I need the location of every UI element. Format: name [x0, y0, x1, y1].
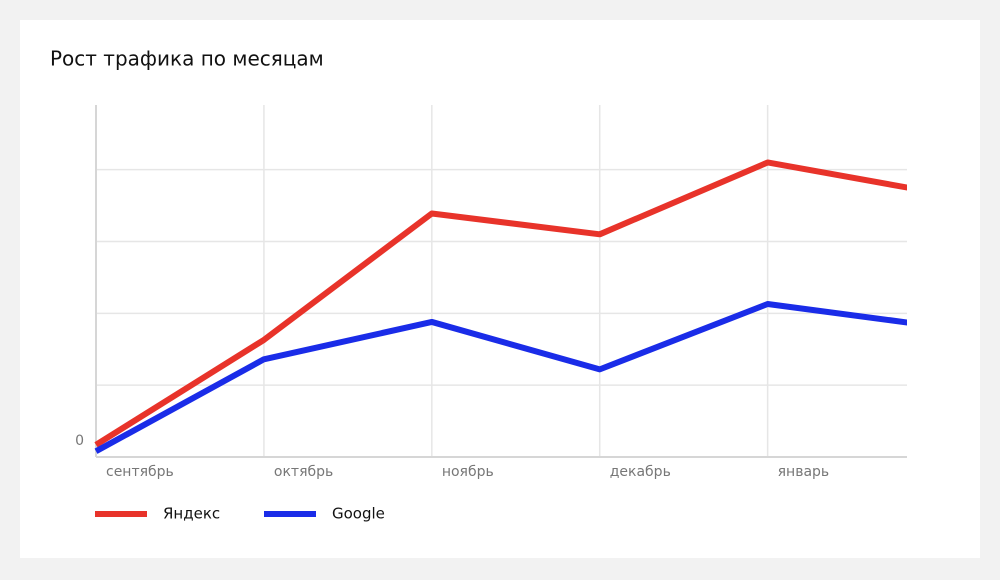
- x-tick-label: январь: [778, 464, 830, 480]
- series-line: [94, 300, 907, 454]
- x-tick-label: декабрь: [610, 464, 671, 480]
- y-tick-label: 0: [75, 433, 84, 449]
- chart-title: Рост трафика по месяцам: [50, 47, 324, 71]
- x-tick-label: сентябрь: [106, 464, 174, 480]
- plot-area: [94, 159, 907, 454]
- card: [20, 20, 980, 558]
- x-tick-label: ноябрь: [442, 464, 494, 480]
- legend-label: Google: [332, 505, 385, 523]
- series-line: [94, 159, 907, 448]
- x-tick-label: октябрь: [274, 464, 333, 480]
- legend-label: Яндекс: [163, 505, 220, 523]
